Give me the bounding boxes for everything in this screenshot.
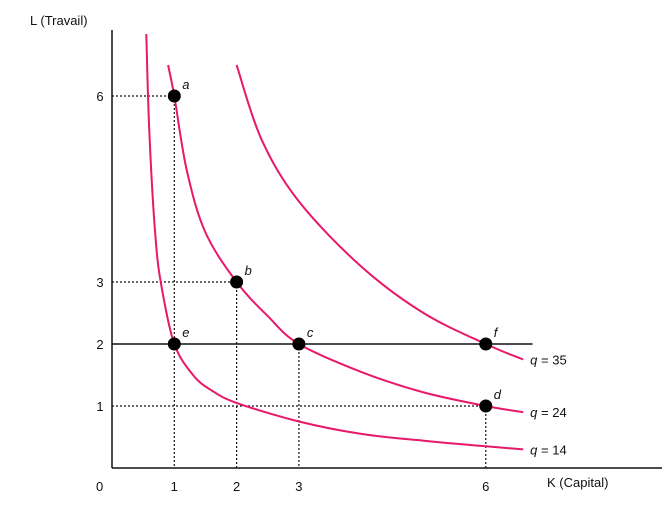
y-tick-label: 2: [96, 337, 103, 352]
data-point: [479, 337, 493, 351]
curve-label-variable: q: [530, 405, 538, 420]
y-tick-label: 6: [96, 89, 103, 104]
curve-label-variable: q: [530, 442, 538, 457]
curve-label-variable: q: [530, 353, 538, 368]
x-tick-label: 6: [482, 479, 489, 494]
isoquant-curve: [167, 64, 524, 414]
y-tick-label: 1: [96, 399, 103, 414]
axes: L (Travail) K (Capital) 0: [30, 13, 662, 494]
isoquant-curve: [235, 64, 524, 361]
x-axis-label: K (Capital): [547, 475, 608, 490]
point-label: f: [494, 325, 499, 340]
x-tick-label: 2: [233, 479, 240, 494]
y-axis-label: L (Travail): [30, 13, 88, 28]
curve-label-value: = 35: [537, 353, 566, 368]
data-point: [479, 399, 493, 413]
data-point: [167, 337, 181, 351]
data-points: a b c d e f: [167, 77, 502, 413]
curve-label: q = 35: [530, 353, 567, 368]
curve-label-value: = 14: [537, 442, 566, 457]
tick-labels: 1 2 3 6 1 2 3 6: [96, 89, 489, 494]
x-tick-label: 3: [295, 479, 302, 494]
origin-label: 0: [96, 479, 103, 494]
x-tick-label: 1: [171, 479, 178, 494]
curve-label: q = 24: [530, 405, 567, 420]
isoquant-curves: q = 14q = 24q = 35: [145, 33, 567, 457]
guide-lines: [112, 95, 487, 468]
isoquant-curve: [145, 33, 524, 451]
data-point: [292, 337, 306, 351]
point-label: a: [182, 77, 189, 92]
point-label: c: [307, 325, 314, 340]
data-point: [230, 275, 244, 289]
point-label: d: [494, 387, 502, 402]
data-point: [167, 89, 181, 103]
curve-label: q = 14: [530, 442, 567, 457]
y-tick-label: 3: [96, 275, 103, 290]
point-label: e: [182, 325, 189, 340]
point-label: b: [245, 263, 252, 278]
curve-label-value: = 24: [537, 405, 566, 420]
